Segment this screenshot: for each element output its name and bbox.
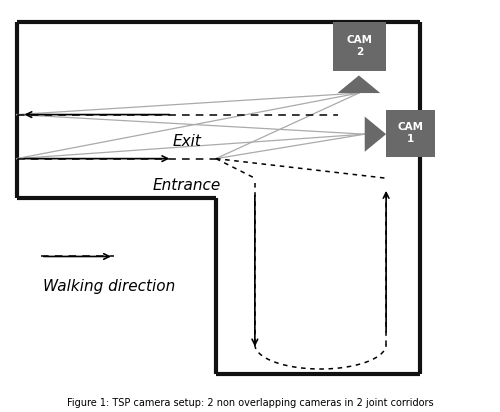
Text: Exit: Exit [172,134,201,149]
Polygon shape [364,117,386,152]
Text: CAM
2: CAM 2 [346,35,372,57]
FancyBboxPatch shape [332,21,386,70]
Text: Walking direction: Walking direction [43,279,175,294]
Text: CAM
1: CAM 1 [398,122,423,144]
Text: Entrance: Entrance [152,178,221,193]
Text: Figure 1: TSP camera setup: 2 non overlapping cameras in 2 joint corridors: Figure 1: TSP camera setup: 2 non overla… [66,398,434,408]
Polygon shape [338,75,380,93]
FancyBboxPatch shape [386,110,434,157]
